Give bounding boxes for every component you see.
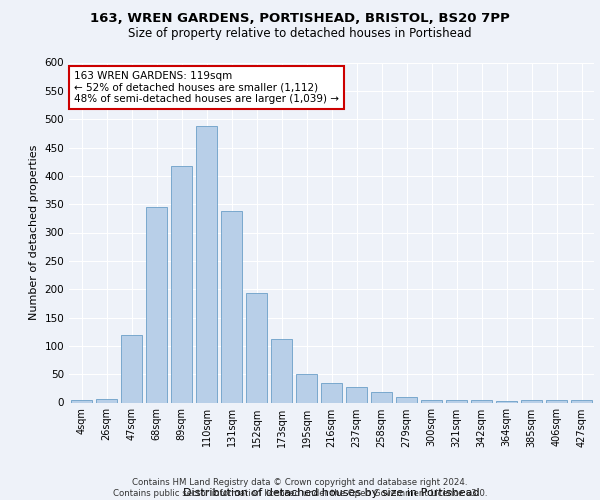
Bar xyxy=(421,400,442,402)
Bar xyxy=(546,400,567,402)
Bar xyxy=(196,126,217,402)
Bar xyxy=(471,400,492,402)
Bar xyxy=(96,399,117,402)
Bar xyxy=(346,387,367,402)
Bar xyxy=(171,166,192,402)
Bar xyxy=(371,392,392,402)
Bar xyxy=(321,382,342,402)
Text: 163 WREN GARDENS: 119sqm
← 52% of detached houses are smaller (1,112)
48% of sem: 163 WREN GARDENS: 119sqm ← 52% of detach… xyxy=(74,71,339,104)
Bar xyxy=(296,374,317,402)
Bar xyxy=(571,400,592,402)
Bar xyxy=(521,400,542,402)
Bar xyxy=(396,397,417,402)
Bar xyxy=(121,334,142,402)
Text: Size of property relative to detached houses in Portishead: Size of property relative to detached ho… xyxy=(128,28,472,40)
Bar xyxy=(271,339,292,402)
Y-axis label: Number of detached properties: Number of detached properties xyxy=(29,145,39,320)
Bar xyxy=(71,400,92,402)
Bar xyxy=(221,211,242,402)
Text: Contains HM Land Registry data © Crown copyright and database right 2024.
Contai: Contains HM Land Registry data © Crown c… xyxy=(113,478,487,498)
Bar xyxy=(146,207,167,402)
Bar xyxy=(246,293,267,403)
X-axis label: Distribution of detached houses by size in Portishead: Distribution of detached houses by size … xyxy=(183,488,480,498)
Bar xyxy=(446,400,467,402)
Text: 163, WREN GARDENS, PORTISHEAD, BRISTOL, BS20 7PP: 163, WREN GARDENS, PORTISHEAD, BRISTOL, … xyxy=(90,12,510,26)
